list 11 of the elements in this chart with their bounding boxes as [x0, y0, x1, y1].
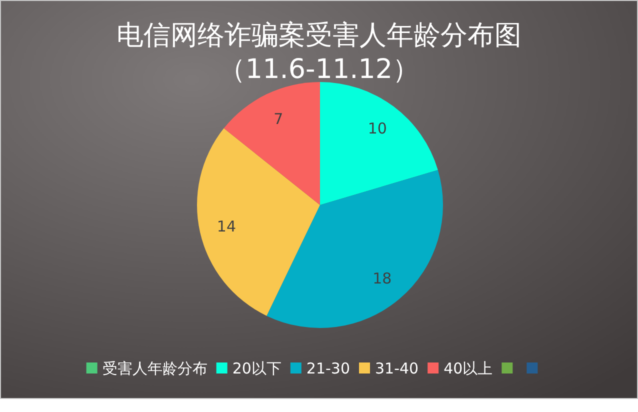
- legend-label: 21-30: [306, 359, 350, 378]
- legend-label: 40以上: [444, 359, 493, 378]
- chart-subtitle: （11.6-11.12）: [218, 54, 420, 85]
- data-label: 18: [372, 269, 392, 288]
- legend-label: 31-40: [375, 359, 419, 378]
- slice-label: 受害人年龄分布: [102, 359, 208, 378]
- data-label: 7: [274, 110, 284, 128]
- data-label: 14: [216, 218, 236, 236]
- chart-title: 电信网络诈骗案受害人年龄分布图: [116, 20, 522, 51]
- data-label: 10: [368, 119, 387, 138]
- legend-label: 20以下: [232, 359, 282, 378]
